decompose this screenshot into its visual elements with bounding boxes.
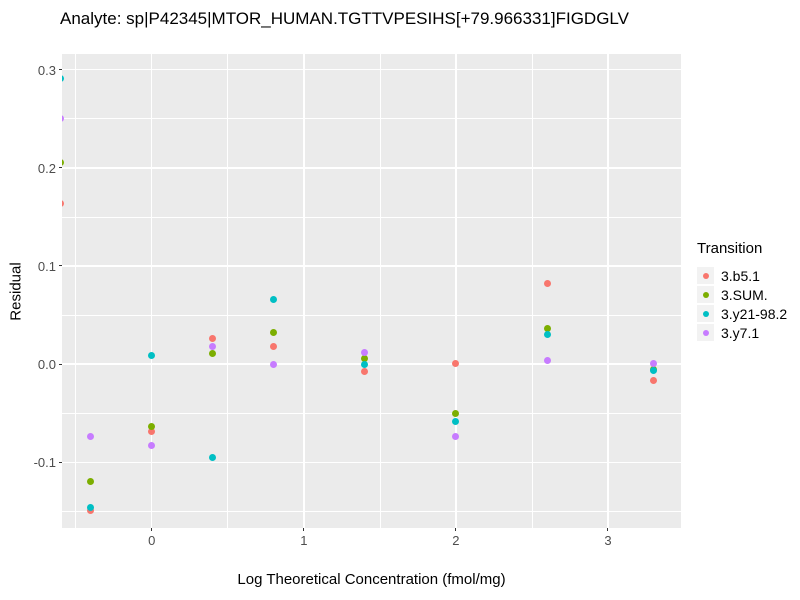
x-tick-label: 0: [148, 533, 156, 548]
legend-item-label: 3.y7.1: [721, 324, 760, 341]
data-point-3.y7.1: [452, 433, 460, 441]
y-tick-label: 0.3: [37, 62, 56, 78]
legend-item-3.y21-98.2: 3.y21-98.2: [697, 304, 787, 323]
legend-key: [697, 286, 714, 303]
data-point-3.y21-98.2: [452, 417, 460, 425]
legend-title: Transition: [697, 240, 763, 257]
plot-title: Analyte: sp|P42345|MTOR_HUMAN.TGTTVPESIH…: [60, 9, 629, 28]
gridline-y-major: [62, 363, 681, 365]
data-point-3.y7.1: [148, 442, 156, 450]
y-tick-mark: [59, 167, 62, 169]
legend-item-label: 3.SUM.: [721, 286, 768, 303]
data-point-3.y21-98.2: [148, 351, 156, 359]
legend-dot-icon: [702, 291, 709, 298]
data-point-3.b5.1: [62, 199, 64, 207]
legend-item-3.b5.1: 3.b5.1: [697, 266, 787, 285]
gridline-x-minor: [531, 54, 533, 528]
x-tick-label: 2: [452, 533, 460, 548]
legend-item-label: 3.b5.1: [721, 267, 760, 284]
y-tick-mark: [59, 265, 62, 267]
data-point-3.SUM.: [452, 409, 460, 417]
y-tick-label: -0.1: [33, 455, 56, 471]
data-point-3.SUM.: [209, 349, 217, 357]
data-point-3.y21-98.2: [543, 331, 551, 339]
x-tick-mark: [455, 528, 457, 531]
legend-item-3.y7.1: 3.y7.1: [697, 323, 787, 342]
gridline-y-major: [62, 69, 681, 71]
gridline-x-minor: [379, 54, 381, 528]
gridline-y-minor: [62, 118, 681, 120]
data-point-3.b5.1: [209, 335, 217, 343]
data-point-3.y7.1: [361, 348, 369, 356]
x-tick-label: 3: [604, 533, 612, 548]
legend-key: [697, 324, 714, 341]
y-tick-mark: [59, 69, 62, 71]
data-point-3.b5.1: [269, 342, 277, 350]
data-point-3.b5.1: [543, 280, 551, 288]
data-point-3.b5.1: [452, 359, 460, 367]
gridline-x-minor: [75, 54, 77, 528]
data-point-3.y21-98.2: [209, 453, 217, 461]
data-point-3.y7.1: [87, 433, 95, 441]
x-tick-mark: [303, 528, 305, 531]
legend-item-3.SUM.: 3.SUM.: [697, 285, 787, 304]
legend-key: [697, 267, 714, 284]
data-point-3.y21-98.2: [650, 366, 658, 374]
data-point-3.y21-98.2: [62, 75, 64, 83]
gridline-y-major: [62, 265, 681, 267]
x-tick-label: 1: [300, 533, 308, 548]
x-axis-title: Log Theoretical Concentration (fmol/mg): [237, 571, 506, 588]
data-point-3.y21-98.2: [269, 295, 277, 303]
gridline-x-major: [607, 54, 609, 528]
data-point-3.SUM.: [62, 159, 64, 167]
gridline-x-major: [151, 54, 153, 528]
data-point-3.SUM.: [543, 325, 551, 333]
y-tick-label: 0.1: [37, 258, 56, 274]
gridline-x-minor: [227, 54, 229, 528]
data-point-3.y21-98.2: [87, 503, 95, 511]
data-point-3.y7.1: [269, 360, 277, 368]
gridline-y-minor: [62, 314, 681, 316]
y-tick-mark: [59, 363, 62, 365]
legend-dot-icon: [702, 272, 709, 279]
plot-panel: [62, 54, 681, 528]
x-tick-mark: [151, 528, 153, 531]
legend-items: 3.b5.1 3.SUM. 3.y21-98.2 3.y7.1: [697, 266, 787, 342]
gridline-y-major: [62, 461, 681, 463]
data-point-3.b5.1: [650, 377, 658, 385]
gridline-x-major: [455, 54, 457, 528]
legend-item-label: 3.y21-98.2: [721, 305, 788, 322]
legend-dot-icon: [702, 329, 709, 336]
legend-dot-icon: [702, 310, 709, 317]
gridline-y-minor: [62, 216, 681, 218]
data-point-3.y7.1: [650, 359, 658, 367]
x-tick-mark: [607, 528, 609, 531]
data-point-3.y7.1: [209, 342, 217, 350]
data-point-3.y7.1: [62, 115, 64, 123]
y-tick-label: 0.0: [37, 357, 56, 373]
gridline-y-major: [62, 167, 681, 169]
data-point-3.y21-98.2: [361, 360, 369, 368]
legend: Transition 3.b5.1 3.SUM. 3.y21-98.2 3.y7.1: [697, 240, 787, 342]
y-tick-mark: [59, 461, 62, 463]
gridline-y-minor: [62, 510, 681, 512]
gridline-y-minor: [62, 412, 681, 414]
data-point-3.b5.1: [148, 428, 156, 436]
y-axis-title: Residual: [7, 262, 25, 321]
data-point-3.b5.1: [361, 368, 369, 376]
data-point-3.SUM.: [269, 329, 277, 337]
gridline-x-major: [303, 54, 305, 528]
data-point-3.SUM.: [87, 478, 95, 486]
legend-key: [697, 305, 714, 322]
y-tick-label: 0.2: [37, 160, 56, 176]
data-point-3.y7.1: [543, 356, 551, 364]
data-point-3.SUM.: [361, 354, 369, 362]
data-point-3.SUM.: [148, 423, 156, 431]
